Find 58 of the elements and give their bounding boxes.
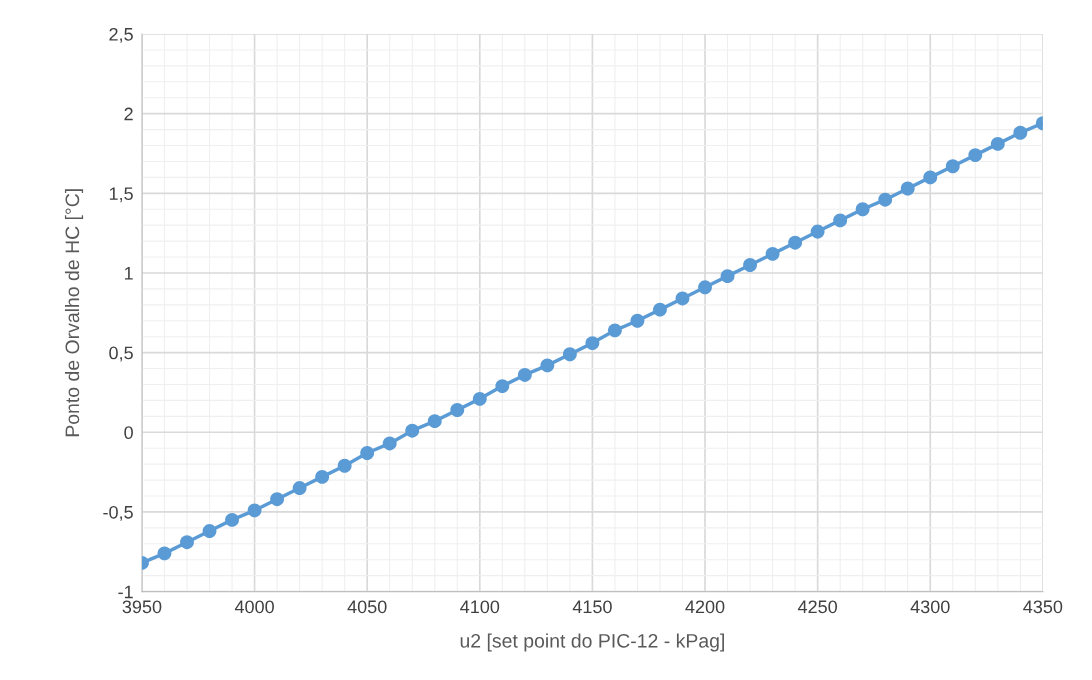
point: [900, 181, 915, 196]
point: [247, 503, 262, 518]
point: [810, 224, 825, 239]
y-tick-label: 2,5: [109, 27, 133, 43]
point: [540, 358, 555, 373]
point: [562, 347, 577, 362]
point: [743, 258, 758, 272]
x-tick-label: 4300: [910, 600, 950, 614]
point: [675, 291, 690, 306]
x-tick-label: 4350: [1023, 600, 1063, 614]
point: [157, 546, 172, 561]
point: [585, 336, 600, 351]
y-tick-label: 0,5: [109, 346, 133, 362]
y-tick-label: -1: [118, 585, 133, 599]
point: [270, 492, 285, 507]
point: [833, 213, 848, 228]
y-tick-label: 2: [124, 107, 133, 121]
x-tick-label: 4200: [685, 600, 725, 614]
point: [720, 269, 735, 284]
point: [855, 202, 870, 217]
x-tick-label: 3950: [122, 600, 162, 614]
point: [292, 481, 307, 495]
point: [450, 403, 465, 417]
y-axis-title: Ponto de Orvalho de HC [°C]: [64, 189, 84, 437]
x-tick-label: 4100: [460, 600, 500, 614]
point: [405, 423, 420, 438]
point: [923, 170, 938, 185]
point: [698, 280, 712, 295]
x-tick-label: 4000: [234, 600, 274, 614]
point: [337, 458, 352, 473]
point: [202, 524, 217, 539]
x-tick-label: 4050: [347, 600, 387, 614]
point: [517, 367, 532, 382]
point: [495, 379, 510, 394]
point: [990, 136, 1005, 151]
point: [878, 192, 893, 207]
point: [382, 436, 397, 451]
point: [315, 469, 330, 484]
x-axis-title: u2 [set point do PIC-12 - kPag]: [460, 633, 724, 652]
y-tick-label: 0: [124, 426, 133, 440]
point: [180, 535, 194, 550]
x-tick-label: 4150: [572, 600, 612, 614]
point: [427, 414, 442, 429]
point: [968, 148, 983, 163]
point: [653, 302, 667, 317]
point: [945, 159, 960, 174]
y-tick-label: -0,5: [103, 505, 133, 521]
point: [225, 512, 239, 527]
point: [472, 391, 487, 406]
y-tick-label: 1: [124, 267, 133, 280]
x-tick-label: 4250: [797, 600, 838, 614]
y-tick-label: 1,5: [109, 187, 133, 203]
point: [607, 323, 622, 338]
point: [788, 235, 803, 250]
point: [765, 246, 780, 261]
point: [1013, 125, 1028, 140]
point: [360, 446, 375, 460]
point: [630, 313, 645, 328]
